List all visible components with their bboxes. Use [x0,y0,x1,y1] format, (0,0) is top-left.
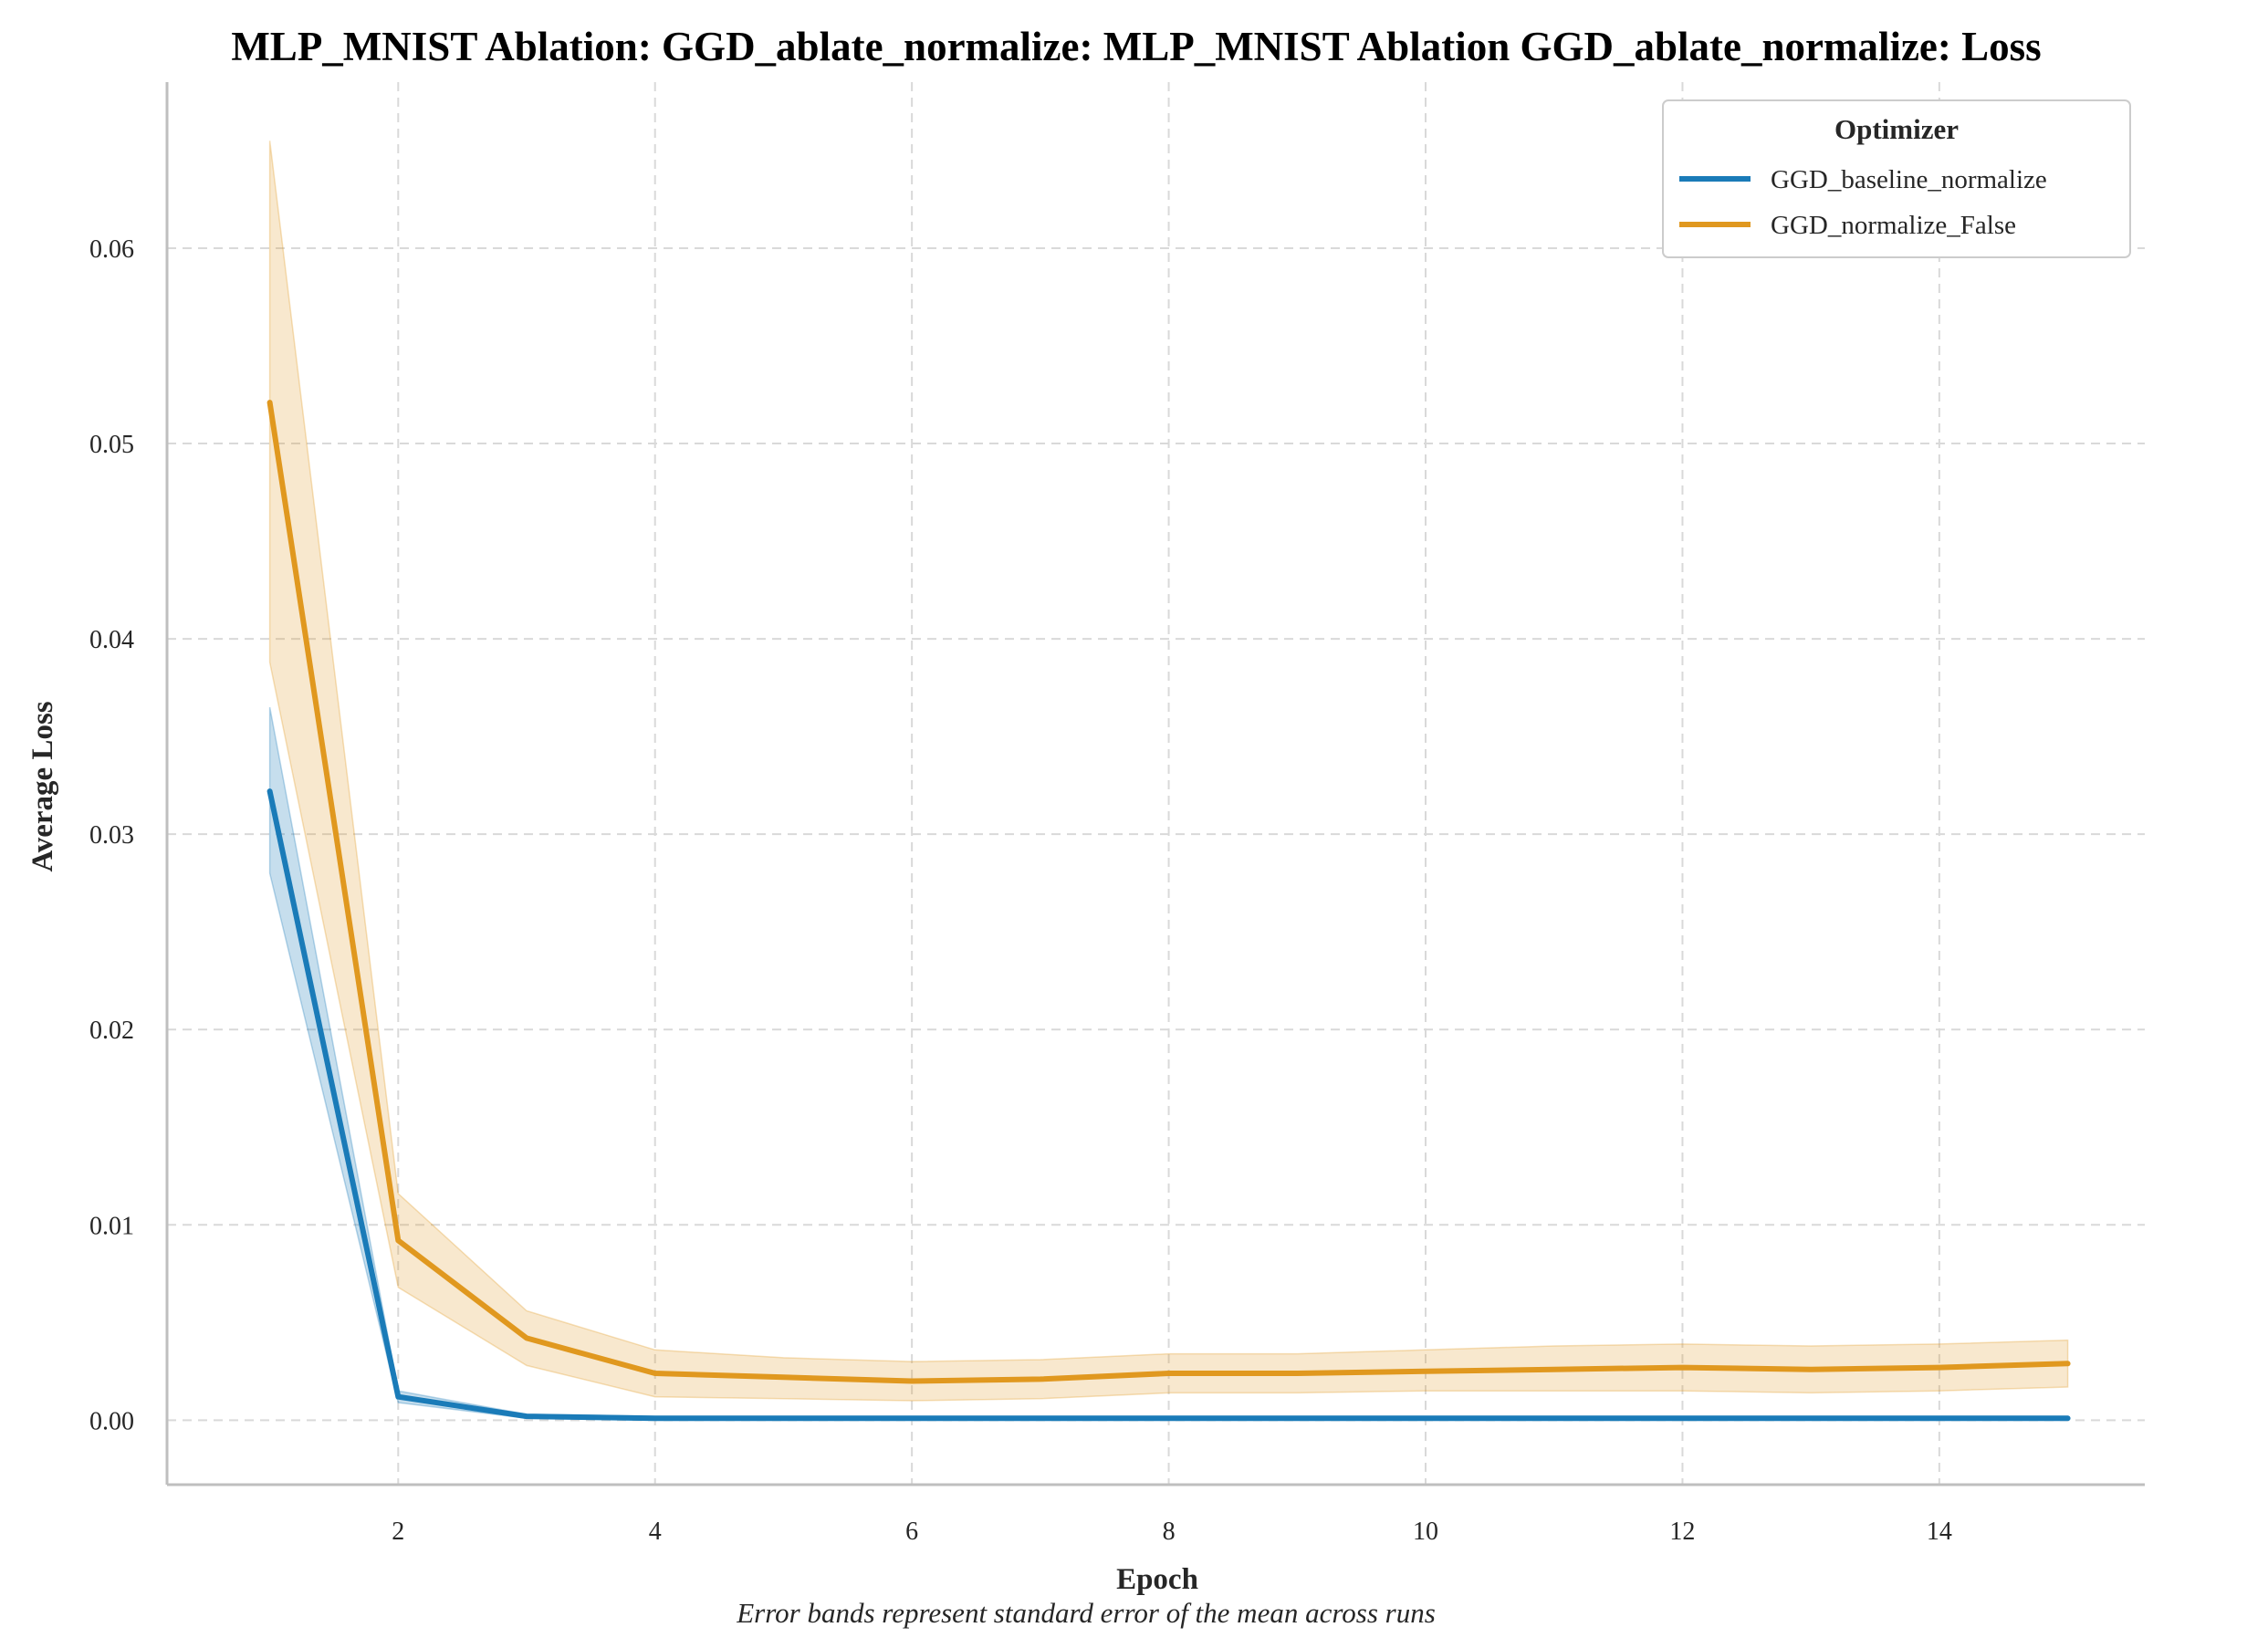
legend-title: Optimizer [1834,113,1959,145]
x-tick-label-4: 4 [649,1518,662,1546]
y-tick-labels: 0.00 0.01 0.02 0.03 0.04 0.05 0.06 [89,235,134,1435]
legend-entry-ggd-normalize-false: GGD_normalize_False [1771,211,2016,240]
axes [165,82,2145,1486]
x-tick-label-14: 14 [1927,1518,1952,1546]
x-axis-label: Epoch [1116,1563,1198,1596]
grid-lines [167,82,2145,1485]
y-tick-label-0: 0.00 [89,1407,134,1435]
series-line-ggd-normalize-false [267,400,2071,1384]
legend: Optimizer GGD_baseline_normalize GGD_nor… [1662,99,2131,258]
series-line-ggd-baseline-normalize [267,788,2071,1422]
x-tick-label-2: 2 [392,1518,404,1546]
chart-caption: Error bands represent standard error of … [736,1597,1436,1629]
x-tick-label-6: 6 [905,1518,918,1546]
y-tick-label-3: 0.03 [89,821,134,850]
legend-entry-ggd-baseline-normalize: GGD_baseline_normalize [1771,165,2047,194]
error-band-ggd-normalize-false [268,141,2069,1402]
y-tick-label-2: 0.02 [89,1017,134,1045]
y-axis-label: Average Loss [26,701,59,871]
chart-title: MLP_MNIST Ablation: GGD_ablate_normalize… [231,24,2041,69]
x-tick-label-10: 10 [1413,1518,1438,1546]
y-tick-label-4: 0.04 [89,626,134,654]
x-tick-label-12: 12 [1669,1518,1695,1546]
y-tick-label-5: 0.05 [89,431,134,459]
y-tick-label-1: 0.01 [89,1212,134,1240]
x-tick-labels: 2 4 6 8 10 12 14 [392,1518,1952,1546]
x-tick-label-8: 8 [1163,1518,1176,1546]
series-lines [267,400,2071,1422]
legend-box [1662,99,2131,258]
y-tick-label-6: 0.06 [89,235,134,264]
